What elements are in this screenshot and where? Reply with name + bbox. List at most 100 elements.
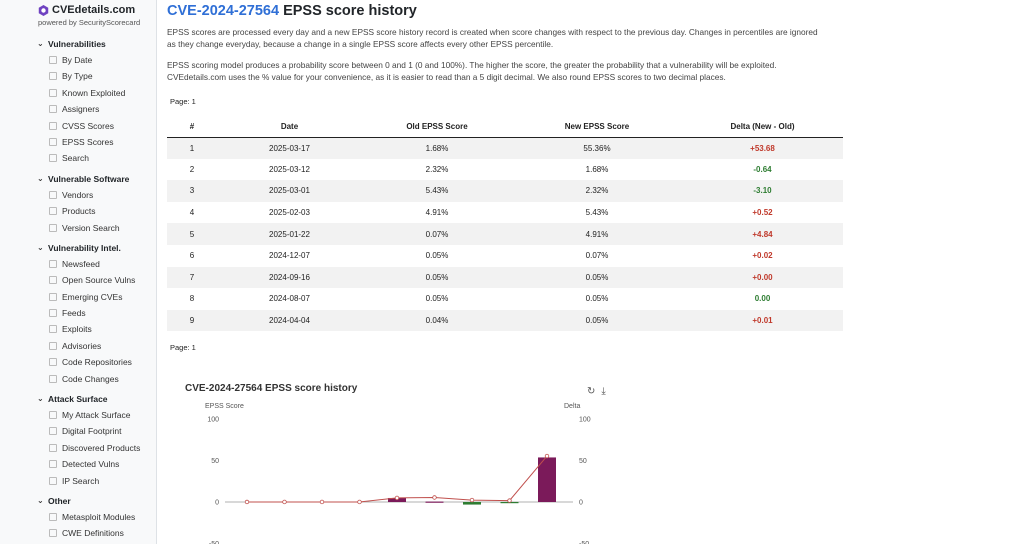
sidebar-item-label: Newsfeed — [62, 258, 100, 269]
sidebar-item[interactable]: By Type — [0, 68, 156, 84]
sidebar: CVEdetails.com powered by SecurityScorec… — [0, 0, 157, 544]
column-header[interactable]: Delta (New - Old) — [682, 117, 843, 138]
table-cell: -3.10 — [682, 180, 843, 202]
sidebar-section[interactable]: ⌄ Attack Surface — [0, 391, 156, 407]
page-indicator-bottom: Page: 1 — [170, 343, 196, 352]
cve-link[interactable]: CVE-2024-27564 — [167, 3, 280, 19]
y-axis-label: EPSS Score — [205, 403, 244, 410]
sidebar-item[interactable]: Detected Vulns — [0, 456, 156, 472]
sidebar-item[interactable]: Search — [0, 150, 156, 166]
table-row: 4 2025-02-03 4.91% 5.43% +0.52 — [167, 202, 843, 224]
sidebar-item-icon — [49, 137, 57, 146]
sidebar-item[interactable]: Advisories — [0, 338, 156, 354]
table-cell: 0.07% — [585, 251, 609, 261]
sidebar-item-icon — [49, 223, 57, 232]
y2-tick-label: -50 — [579, 541, 589, 544]
table-row: 1 2025-03-17 1.68% 55.36% +53.68 — [167, 137, 843, 159]
sidebar-item[interactable]: Metasploit Modules — [0, 509, 156, 525]
sidebar-item[interactable]: Newsfeed — [0, 256, 156, 272]
line-point — [282, 499, 287, 505]
brand-name: CVEdetails.com — [52, 4, 136, 16]
table-cell: 2.32% — [512, 180, 682, 202]
sidebar-item-icon — [49, 358, 57, 367]
table-cell: +0.01 — [682, 309, 843, 332]
column-header[interactable]: Old EPSS Score — [362, 117, 512, 138]
brand[interactable]: CVEdetails.com powered by SecurityScorec… — [0, 0, 156, 28]
table-cell: 0.04% — [362, 309, 512, 332]
sidebar-item[interactable]: Products — [0, 203, 156, 219]
table-cell: 2025-03-17 — [217, 137, 362, 159]
sidebar-section[interactable]: ⌄ Other — [0, 493, 156, 509]
sidebar-item[interactable]: Version Search — [0, 220, 156, 236]
sidebar-section-label: Vulnerabilities — [48, 39, 106, 49]
refresh-icon[interactable]: ↻ — [587, 386, 596, 397]
sidebar-item[interactable]: Known Exploited — [0, 85, 156, 101]
sidebar-item[interactable]: CWE Definitions — [0, 525, 156, 541]
sidebar-item[interactable]: My Attack Surface — [0, 407, 156, 423]
table-cell: 0.05% — [585, 294, 609, 304]
sidebar-item-icon — [49, 460, 57, 469]
column-header[interactable]: Date — [217, 117, 362, 138]
series-line — [246, 455, 548, 503]
sidebar-item-icon — [49, 325, 57, 334]
sidebar-item-label: Assigners — [62, 104, 100, 115]
page-indicator-top: Page: 1 — [170, 97, 196, 106]
table-cell: +4.84 — [682, 223, 843, 245]
sidebar-item-label: Known Exploited — [62, 87, 126, 98]
sidebar-section[interactable]: ⌄ Vulnerable Software — [0, 171, 156, 187]
column-header[interactable]: # — [167, 117, 217, 138]
sidebar-item[interactable]: Exploits — [0, 321, 156, 337]
table-cell: 2025-02-03 — [269, 208, 310, 218]
table-cell: 2024-08-07 — [269, 294, 310, 304]
sidebar-item[interactable]: Code Changes — [0, 371, 156, 387]
sidebar-item-icon — [49, 190, 57, 199]
sidebar-item[interactable]: Assigners — [0, 101, 156, 117]
epss-chart: EPSS Score Delta 100 100 50 50 0 0 -50 -50 — [205, 403, 591, 544]
sidebar-item-icon — [49, 105, 57, 114]
sidebar-item[interactable]: Emerging CVEs — [0, 289, 156, 305]
sidebar-item-label: By Date — [62, 55, 93, 65]
sidebar-item[interactable]: By Date — [0, 52, 156, 68]
table-cell: +0.02 — [752, 251, 773, 261]
download-icon[interactable]: ⤓ — [601, 386, 606, 397]
sidebar-item[interactable]: IP Search — [0, 473, 156, 489]
sidebar-item[interactable]: EPSS Scores — [0, 134, 156, 150]
sidebar-item-icon — [49, 292, 57, 301]
bar — [463, 502, 481, 505]
chevron-down-icon: ⌄ — [37, 394, 44, 404]
table-cell: -0.64 — [753, 164, 772, 174]
sidebar-item[interactable]: Digital Footprint — [0, 423, 156, 439]
table-cell: 1.68% — [585, 164, 609, 174]
sidebar-item-label: My Attack Surface — [62, 410, 131, 421]
intro-paragraph: EPSS scores are processed every day and … — [167, 27, 818, 49]
y2-axis-label: Delta — [564, 403, 580, 410]
table-cell: 55.36% — [512, 137, 682, 159]
main-content: CVE-2024-27564 EPSS score history EPSS s… — [167, 0, 847, 544]
sidebar-item[interactable]: Discovered Products — [0, 440, 156, 456]
sidebar-item[interactable]: Code Repositories — [0, 354, 156, 370]
chevron-down-icon: ⌄ — [37, 173, 44, 183]
table-body: 1 2025-03-17 1.68% 55.36% +53.68 2 2025-03-12 2… — [167, 137, 843, 332]
table-cell: 6 — [189, 251, 195, 261]
table-cell: 2025-03-01 — [217, 180, 362, 202]
sidebar-item-label: IP Search — [62, 475, 100, 486]
sidebar-item[interactable]: Open Source Vulns — [0, 272, 156, 288]
sidebar-section[interactable]: ⌄ Vulnerabilities — [0, 36, 156, 52]
sidebar-item-icon — [49, 259, 57, 268]
sidebar-item[interactable]: CVSS Scores — [0, 118, 156, 134]
sidebar-item-icon — [49, 207, 57, 216]
sidebar-item[interactable]: Vendors — [0, 187, 156, 203]
sidebar-item[interactable]: Feeds — [0, 305, 156, 321]
table-cell: 1.68% — [362, 137, 512, 159]
column-header[interactable]: New EPSS Score — [512, 117, 682, 138]
sidebar-item-label: Code Repositories — [62, 357, 132, 368]
page-title-text: EPSS score history — [279, 3, 417, 19]
sidebar-item-icon — [49, 427, 57, 436]
line-point — [544, 453, 550, 459]
table-row: 3 2025-03-01 5.43% 2.32% -3.10 — [167, 180, 843, 202]
sidebar-item-icon — [49, 411, 57, 420]
table-cell: 2025-01-22 — [217, 223, 362, 245]
sidebar-section[interactable]: ⌄ Vulnerability Intel. — [0, 240, 156, 256]
table-cell: 4.91% — [512, 223, 682, 245]
sidebar-item-label: Digital Footprint — [62, 426, 122, 437]
